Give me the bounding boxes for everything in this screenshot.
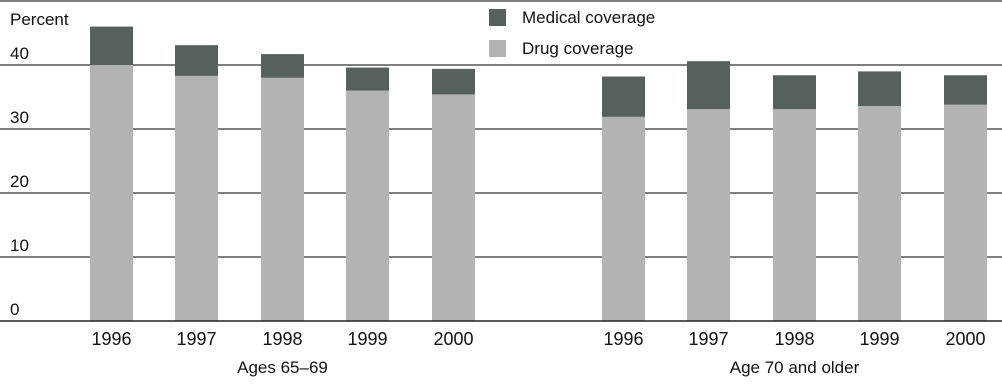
bars bbox=[90, 26, 987, 322]
bar-drug-coverage bbox=[944, 104, 987, 322]
bar-drug-coverage bbox=[90, 65, 133, 321]
x-tick-label: 1999 bbox=[859, 329, 899, 349]
bar-medical-coverage bbox=[432, 68, 475, 95]
x-tick-label: 1998 bbox=[774, 329, 814, 349]
legend-label: Drug coverage bbox=[522, 39, 634, 58]
bar-drug-coverage bbox=[261, 77, 304, 321]
bar-medical-coverage bbox=[773, 75, 816, 110]
bar-drug-coverage bbox=[346, 90, 389, 321]
x-tick-label: 2000 bbox=[433, 329, 473, 349]
x-tick-label: 1996 bbox=[603, 329, 643, 349]
bar-drug-coverage bbox=[432, 94, 475, 321]
bar-drug-coverage bbox=[687, 109, 730, 321]
bar-medical-coverage bbox=[687, 61, 730, 110]
bar-drug-coverage bbox=[175, 75, 218, 321]
labels: 0 10 20 30 40 Percent 1996 1997 1998 1999 2000 Ages… bbox=[10, 10, 986, 377]
y-axis-label: Percent bbox=[10, 10, 69, 29]
gridlines bbox=[0, 0, 1002, 258]
legend: Medical coverage Drug coverage bbox=[489, 8, 655, 58]
bar-medical-coverage bbox=[944, 75, 987, 105]
bar-medical-coverage bbox=[602, 76, 645, 117]
bar-medical-coverage bbox=[346, 67, 389, 91]
y-tick-label: 10 bbox=[10, 236, 29, 255]
bar-medical-coverage bbox=[858, 71, 901, 106]
bar-drug-coverage bbox=[858, 105, 901, 322]
bar-medical-coverage bbox=[175, 45, 218, 76]
y-tick-label: 20 bbox=[10, 172, 29, 191]
legend-swatch bbox=[489, 40, 506, 57]
legend-swatch bbox=[489, 9, 506, 26]
x-tick-label: 1996 bbox=[91, 329, 131, 349]
x-tick-label: 1999 bbox=[347, 329, 387, 349]
group-label: Age 70 and older bbox=[730, 358, 860, 377]
x-tick-label: 1997 bbox=[176, 329, 216, 349]
group-label: Ages 65–69 bbox=[237, 358, 328, 377]
y-tick-label: 30 bbox=[10, 108, 29, 127]
x-tick-label: 1997 bbox=[688, 329, 728, 349]
y-tick-label: 0 bbox=[10, 300, 19, 319]
x-tick-label: 2000 bbox=[945, 329, 985, 349]
bar-drug-coverage bbox=[602, 116, 645, 321]
bar-medical-coverage bbox=[90, 26, 133, 66]
bar-medical-coverage bbox=[261, 54, 304, 78]
legend-label: Medical coverage bbox=[522, 8, 655, 27]
x-tick-label: 1998 bbox=[262, 329, 302, 349]
bar-drug-coverage bbox=[773, 109, 816, 321]
y-tick-label: 40 bbox=[10, 44, 29, 63]
